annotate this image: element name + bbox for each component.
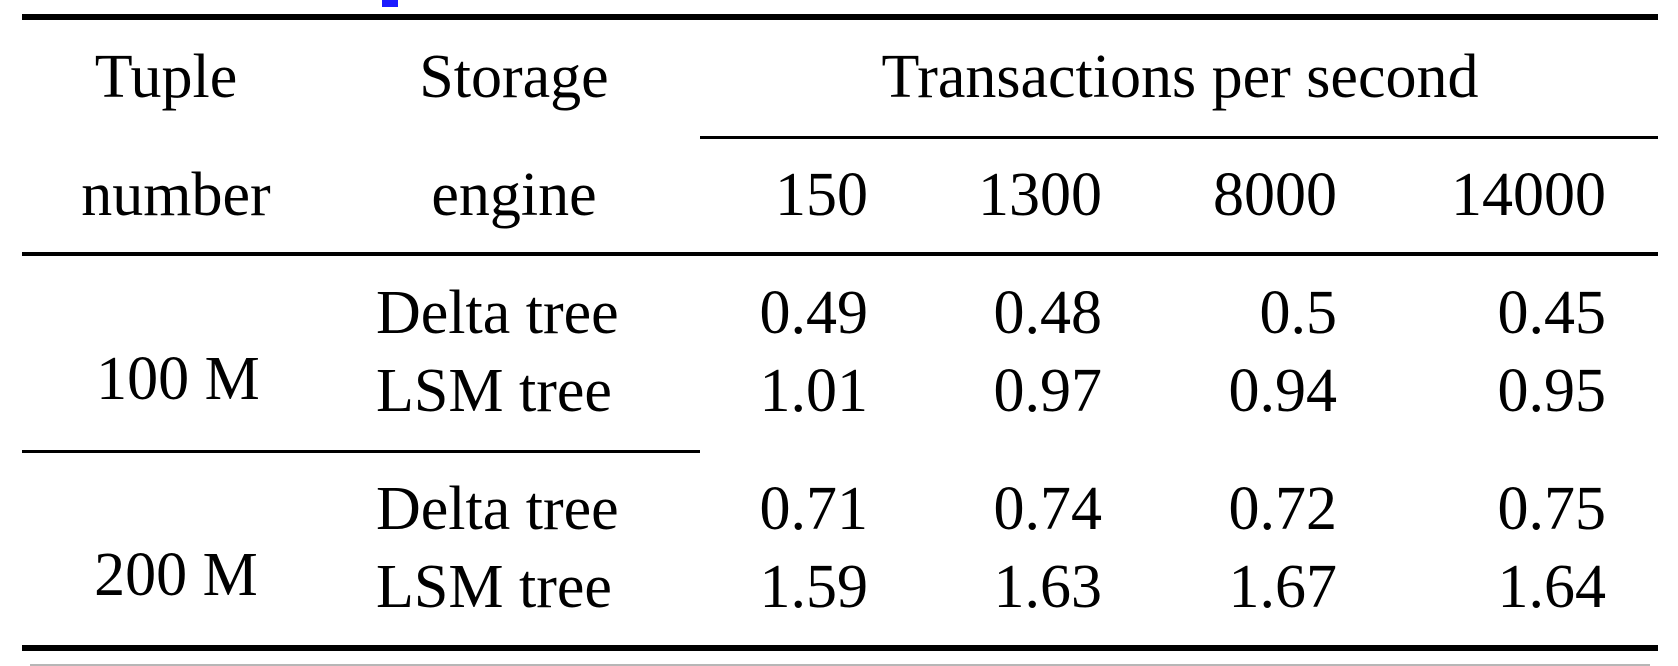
header-engine-line1: Storage (419, 43, 609, 111)
value-cell: 1.67 (1228, 553, 1338, 621)
header-tps-8000: 8000 (1213, 161, 1337, 229)
value-cell: 0.48 (993, 279, 1103, 347)
group-separator-rule (22, 450, 700, 453)
value-cell: 0.72 (1228, 475, 1338, 543)
clipped-link-fragment (382, 0, 398, 7)
value-cell: 0.49 (759, 279, 869, 347)
value-cell: 0.74 (993, 475, 1103, 543)
value-cell: 1.59 (759, 553, 869, 621)
value-cell: 1.01 (759, 357, 869, 425)
value-cell: 1.63 (993, 553, 1103, 621)
value-cell: 0.75 (1497, 475, 1607, 543)
engine-delta-tree: Delta tree (376, 475, 619, 543)
engine-lsm-tree: LSM tree (376, 553, 612, 621)
value-cell: 0.45 (1497, 279, 1607, 347)
header-tps-group: Transactions per second (881, 43, 1479, 111)
clipped-caption-fragment (30, 664, 1650, 666)
engine-delta-tree: Delta tree (376, 279, 619, 347)
header-tuple-line2: number (81, 161, 271, 229)
value-cell: 0.97 (993, 357, 1103, 425)
value-cell: 1.64 (1497, 553, 1607, 621)
top-rule (22, 14, 1658, 20)
header-engine-line2: engine (431, 161, 597, 229)
bottom-rule (22, 645, 1658, 651)
header-rule (22, 252, 1658, 256)
header-tuple-line1: Tuple (94, 43, 238, 111)
value-cell: 0.95 (1497, 357, 1607, 425)
value-cell: 0.94 (1228, 357, 1338, 425)
header-tps-150: 150 (775, 161, 868, 229)
tps-group-rule (700, 136, 1658, 139)
header-tps-1300: 1300 (978, 161, 1102, 229)
group-tuple-200m: 200 M (94, 541, 258, 609)
header-tps-14000: 14000 (1451, 161, 1606, 229)
group-tuple-100m: 100 M (96, 345, 260, 413)
value-cell: 0.71 (759, 475, 869, 543)
value-cell: 0.5 (1259, 279, 1338, 347)
engine-lsm-tree: LSM tree (376, 357, 612, 425)
